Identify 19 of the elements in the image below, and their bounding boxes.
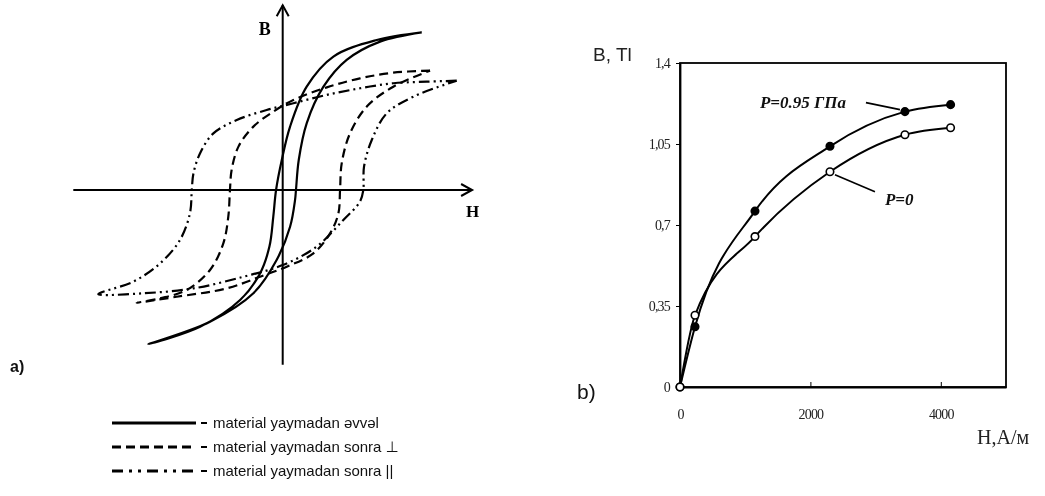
legend-label: P=0.95 ГПа bbox=[758, 92, 847, 112]
y-axis-title: B, Tl bbox=[593, 44, 632, 65]
y-tick-label: 1,05 bbox=[648, 136, 671, 152]
text: b) bbox=[577, 380, 596, 403]
text: B bbox=[258, 19, 271, 40]
text: material yaymadan sonra ⊥ bbox=[213, 438, 399, 455]
text: material yaymadan sonra || bbox=[213, 462, 394, 479]
x-tick-label: 2000 bbox=[798, 406, 825, 422]
x-axis-title: H,A/м bbox=[977, 426, 1030, 448]
x-tick-label: 4000 bbox=[928, 406, 955, 422]
x-tick-label: 0 bbox=[677, 406, 685, 422]
text: H bbox=[466, 202, 480, 221]
y-tick-label: 0,7 bbox=[654, 217, 671, 233]
text: P=0 bbox=[883, 189, 915, 209]
text: a) bbox=[10, 358, 25, 375]
y-tick-label: 0 bbox=[663, 379, 671, 395]
y-tick-label: 0,35 bbox=[648, 298, 671, 314]
text: material yaymadan əvvəl bbox=[213, 414, 379, 431]
y-tick-label: 1,4 bbox=[654, 55, 671, 71]
